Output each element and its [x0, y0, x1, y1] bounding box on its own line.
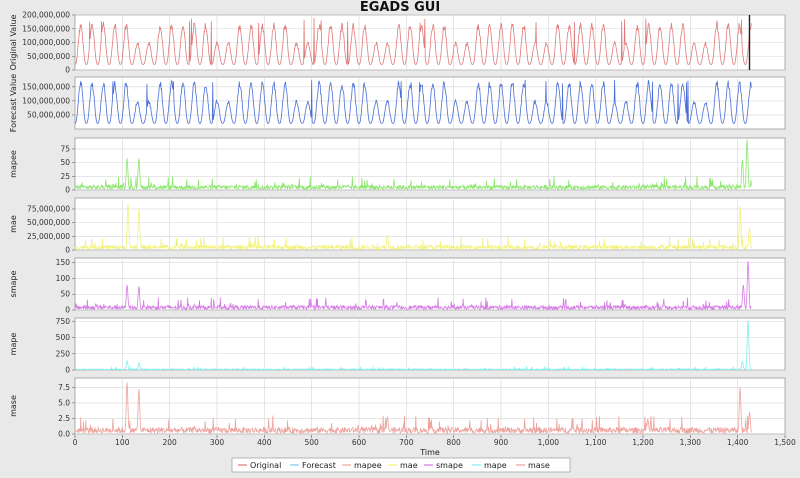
y-tick-label: 50,000,000: [27, 218, 70, 227]
y-tick-label: 0: [65, 246, 70, 255]
x-tick-label: 1,100: [585, 438, 607, 447]
x-tick-label: 200: [163, 438, 178, 447]
y-tick-label: 250: [56, 349, 71, 358]
y-tick-label: 25: [60, 172, 70, 181]
legend-box: [231, 457, 571, 473]
x-tick-label: 700: [399, 438, 414, 447]
y-tick-label: 0: [65, 66, 70, 75]
panel-mape: 0 250 500 750 mape: [9, 317, 786, 375]
x-tick-label: 1,200: [632, 438, 654, 447]
legend-item-mape[interactable]: mape: [472, 461, 507, 470]
y-tick-label: 2.5: [58, 414, 70, 423]
x-tick-label: 300: [210, 438, 225, 447]
y-tick-label: 100: [56, 274, 71, 283]
y-axis-label: Original Value: [9, 15, 18, 71]
y-tick-label: 150,000,000: [22, 24, 70, 33]
legend-item-mase[interactable]: mase: [516, 461, 550, 470]
y-axis-label: mae: [9, 215, 18, 233]
panel-mapee: 0 25 50 75 mapee: [9, 137, 786, 195]
x-axis: 0 100 200 300 400 500 600 700 800 900 1,000 1,100 1,…: [73, 435, 796, 447]
panel-forecast: 50,000,000 100,000,000 150,000,000 Forecast…: [9, 74, 786, 132]
plot-area: [74, 317, 786, 371]
y-tick-label: 5.0: [58, 398, 70, 407]
legend-item-mapee[interactable]: mapee: [342, 461, 382, 470]
plot-area: [74, 197, 786, 251]
legend-label: Original: [250, 461, 281, 470]
legend-item-forecast[interactable]: Forecast: [290, 461, 336, 470]
y-axis-label: smape: [9, 270, 18, 297]
legend: Original Forecast mapee mae smape mape mase: [231, 457, 571, 473]
y-tick-label: 75,000,000: [27, 204, 70, 213]
x-tick-label: 1,500: [774, 438, 796, 447]
y-tick-label: 75: [60, 144, 70, 153]
y-tick-label: 7.5: [58, 383, 70, 392]
y-tick-label: 100,000,000: [22, 96, 70, 105]
y-tick-label: 50,000,000: [27, 110, 70, 119]
x-tick-label: 600: [352, 438, 367, 447]
y-axis-label: mape: [9, 333, 18, 356]
y-tick-label: 50: [60, 158, 70, 167]
legend-label: mae: [400, 461, 418, 470]
series-line-mape: [74, 320, 752, 371]
y-tick-label: 150: [56, 258, 71, 267]
x-tick-label: 1,300: [680, 438, 702, 447]
legend-label: mapee: [354, 461, 382, 470]
y-tick-label: 50: [60, 290, 70, 299]
legend-item-mae[interactable]: mae: [388, 461, 418, 470]
plot-area: [74, 257, 786, 311]
y-tick-label: 25,000,000: [27, 232, 70, 241]
series-line-original: [74, 18, 752, 66]
legend-label: smape: [436, 461, 463, 470]
x-tick-label: 100: [115, 438, 130, 447]
y-tick-label: 150,000,000: [22, 82, 70, 91]
legend-item-original[interactable]: Original: [238, 461, 281, 470]
y-tick-label: 750: [56, 317, 71, 326]
plot-area: [74, 137, 786, 191]
y-tick-label: 500: [56, 333, 71, 342]
series-line-mae: [74, 203, 752, 251]
series-line-mapee: [74, 139, 752, 191]
legend-label: mape: [484, 461, 507, 470]
chart-panels: 0 50,000,000 100,000,000 150,000,000 200,000…: [9, 11, 786, 439]
x-tick-label: 1,400: [727, 438, 749, 447]
y-tick-label: 100,000,000: [22, 38, 70, 47]
y-axis-label: mase: [9, 395, 18, 417]
legend-label: mase: [528, 461, 550, 470]
series-line-smape: [74, 261, 752, 312]
series-line-mase: [74, 382, 752, 435]
x-tick-label: 1,000: [538, 438, 560, 447]
y-axis-label: Forecast Value: [9, 74, 18, 132]
x-tick-label: 0: [73, 438, 78, 447]
x-tick-label: 500: [305, 438, 320, 447]
panel-smape: 0 50 100 150 smape: [9, 257, 786, 315]
y-tick-label: 0: [65, 306, 70, 315]
y-tick-label: 0.0: [58, 430, 70, 439]
x-tick-label: 400: [257, 438, 272, 447]
x-tick-label: 800: [447, 438, 462, 447]
y-tick-label: 0: [65, 366, 70, 375]
x-axis-label: Time: [419, 448, 440, 457]
y-tick-label: 200,000,000: [22, 11, 70, 20]
series-line-forecast: [74, 79, 752, 124]
panel-mase: 0.0 2.5 5.0 7.5 mase: [9, 377, 786, 439]
x-tick-label: 900: [494, 438, 509, 447]
legend-item-smape[interactable]: smape: [424, 461, 463, 470]
y-axis-label: mapee: [9, 150, 18, 178]
panel-mae: 0 25,000,000 50,000,000 75,000,000 mae: [9, 197, 786, 255]
y-tick-label: 0: [65, 186, 70, 195]
panel-original: 0 50,000,000 100,000,000 150,000,000 200,000…: [9, 11, 786, 75]
chart-title: EGADS GUI: [360, 0, 440, 15]
y-tick-label: 50,000,000: [27, 52, 70, 61]
legend-label: Forecast: [302, 461, 336, 470]
